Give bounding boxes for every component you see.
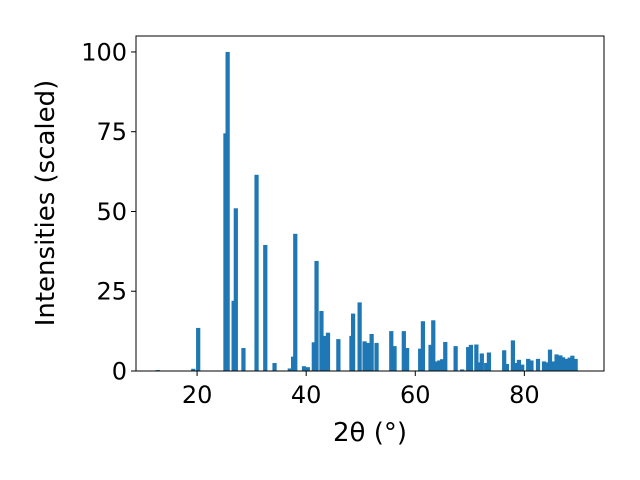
x-axis-label: 2θ (°)	[333, 418, 407, 448]
bar	[513, 363, 518, 371]
bar	[460, 369, 465, 371]
bar	[560, 357, 566, 371]
bar	[558, 355, 563, 371]
bar	[544, 362, 549, 371]
bar	[389, 331, 394, 371]
bar	[535, 358, 541, 371]
bar	[254, 174, 259, 371]
bar	[336, 339, 341, 371]
bar	[374, 342, 379, 371]
bar	[437, 360, 442, 371]
y-tick-label: 50	[96, 198, 127, 226]
bar	[305, 367, 310, 371]
bar	[362, 341, 367, 371]
bar	[287, 368, 292, 371]
bar	[466, 347, 471, 371]
bar	[484, 363, 489, 371]
bar	[468, 344, 474, 371]
bar	[479, 353, 484, 371]
x-tick-label: 80	[509, 381, 540, 409]
bar	[233, 208, 238, 371]
y-tick-label: 0	[112, 358, 127, 386]
y-axis-label: Intensities (scaled)	[31, 80, 61, 327]
bar	[510, 340, 516, 371]
bar	[520, 364, 525, 371]
bar	[486, 352, 492, 371]
bar	[369, 333, 374, 371]
y-tick-label: 100	[81, 38, 127, 66]
bar	[541, 361, 547, 371]
y-tick-label: 25	[96, 278, 127, 306]
bar	[567, 357, 572, 371]
bar	[231, 300, 236, 371]
x-tick-label: 20	[182, 381, 213, 409]
bar	[404, 348, 410, 371]
bar	[428, 344, 433, 371]
bar	[504, 363, 510, 371]
x-tick-label: 40	[291, 381, 322, 409]
bar	[431, 320, 436, 371]
bar	[263, 244, 268, 371]
x-axis-ticks: 20 40 60 80	[182, 371, 540, 409]
bar	[401, 331, 406, 371]
bar	[314, 260, 319, 371]
bar	[434, 361, 439, 371]
bar	[573, 358, 578, 371]
bar	[319, 311, 324, 371]
bar	[547, 349, 553, 371]
bar	[502, 350, 507, 371]
bar-series	[155, 51, 578, 371]
bar	[418, 348, 423, 371]
bar	[526, 358, 531, 371]
bar	[290, 356, 296, 371]
bar	[191, 368, 196, 371]
bar	[322, 335, 327, 371]
bar	[311, 342, 316, 371]
bar	[474, 344, 479, 371]
bar	[366, 342, 371, 371]
plot-frame	[135, 35, 605, 372]
bar	[241, 348, 246, 371]
bar	[392, 346, 397, 371]
bar	[570, 355, 575, 371]
bar	[196, 327, 201, 371]
bar	[476, 362, 481, 371]
bar	[516, 359, 522, 371]
bar	[272, 363, 277, 371]
y-tick-label: 75	[96, 118, 127, 146]
bar	[293, 233, 298, 371]
bar	[554, 354, 559, 371]
bar	[551, 361, 556, 371]
bar	[350, 313, 356, 371]
bar	[439, 359, 445, 371]
bar	[325, 332, 331, 371]
bar	[420, 321, 426, 371]
bar	[301, 366, 307, 371]
bar	[564, 358, 569, 371]
bar	[357, 302, 362, 371]
bar	[443, 341, 448, 371]
bar	[529, 360, 534, 371]
x-tick-label: 60	[400, 381, 431, 409]
bar	[225, 51, 230, 371]
bar	[223, 133, 228, 371]
y-axis-ticks: 0 25 50 75 100	[81, 38, 136, 386]
bar	[453, 346, 458, 371]
